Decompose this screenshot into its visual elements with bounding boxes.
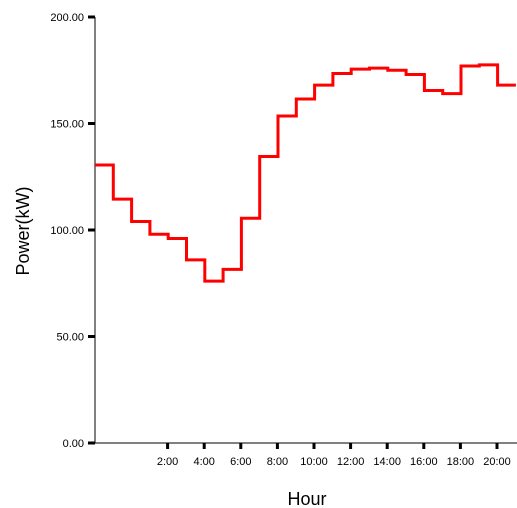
- y-tick-label: 200.00: [50, 12, 84, 24]
- power-series-line: [95, 63, 516, 283]
- x-tick-label: 6:00: [230, 456, 251, 468]
- y-tick-label: 0.00: [63, 438, 84, 450]
- plot-area: [94, 17, 517, 444]
- x-tick-label: 20:00: [483, 456, 511, 468]
- x-tick-label: 16:00: [410, 456, 438, 468]
- y-tick-label: 100.00: [50, 225, 84, 237]
- y-tick-label: 50.00: [56, 332, 84, 344]
- x-axis-ticks: 2:00 4:00 6:00 8:00 10:00 12:00 14:00 16:00 18:0…: [157, 443, 511, 468]
- y-axis-title: Power(kW): [13, 187, 33, 276]
- x-tick-label: 2:00: [157, 456, 178, 468]
- x-tick-label: 12:00: [337, 456, 365, 468]
- x-tick-label: 14:00: [373, 456, 401, 468]
- x-tick-label: 18:00: [447, 456, 475, 468]
- y-tick-label: 150.00: [50, 119, 84, 131]
- x-axis-title: Hour: [287, 489, 326, 508]
- x-tick-label: 8:00: [267, 456, 288, 468]
- y-axis-ticks: 0.00 50.00 100.00 150.00 200.00: [50, 12, 95, 450]
- x-tick-label: 10:00: [300, 456, 328, 468]
- x-tick-label: 4:00: [193, 456, 214, 468]
